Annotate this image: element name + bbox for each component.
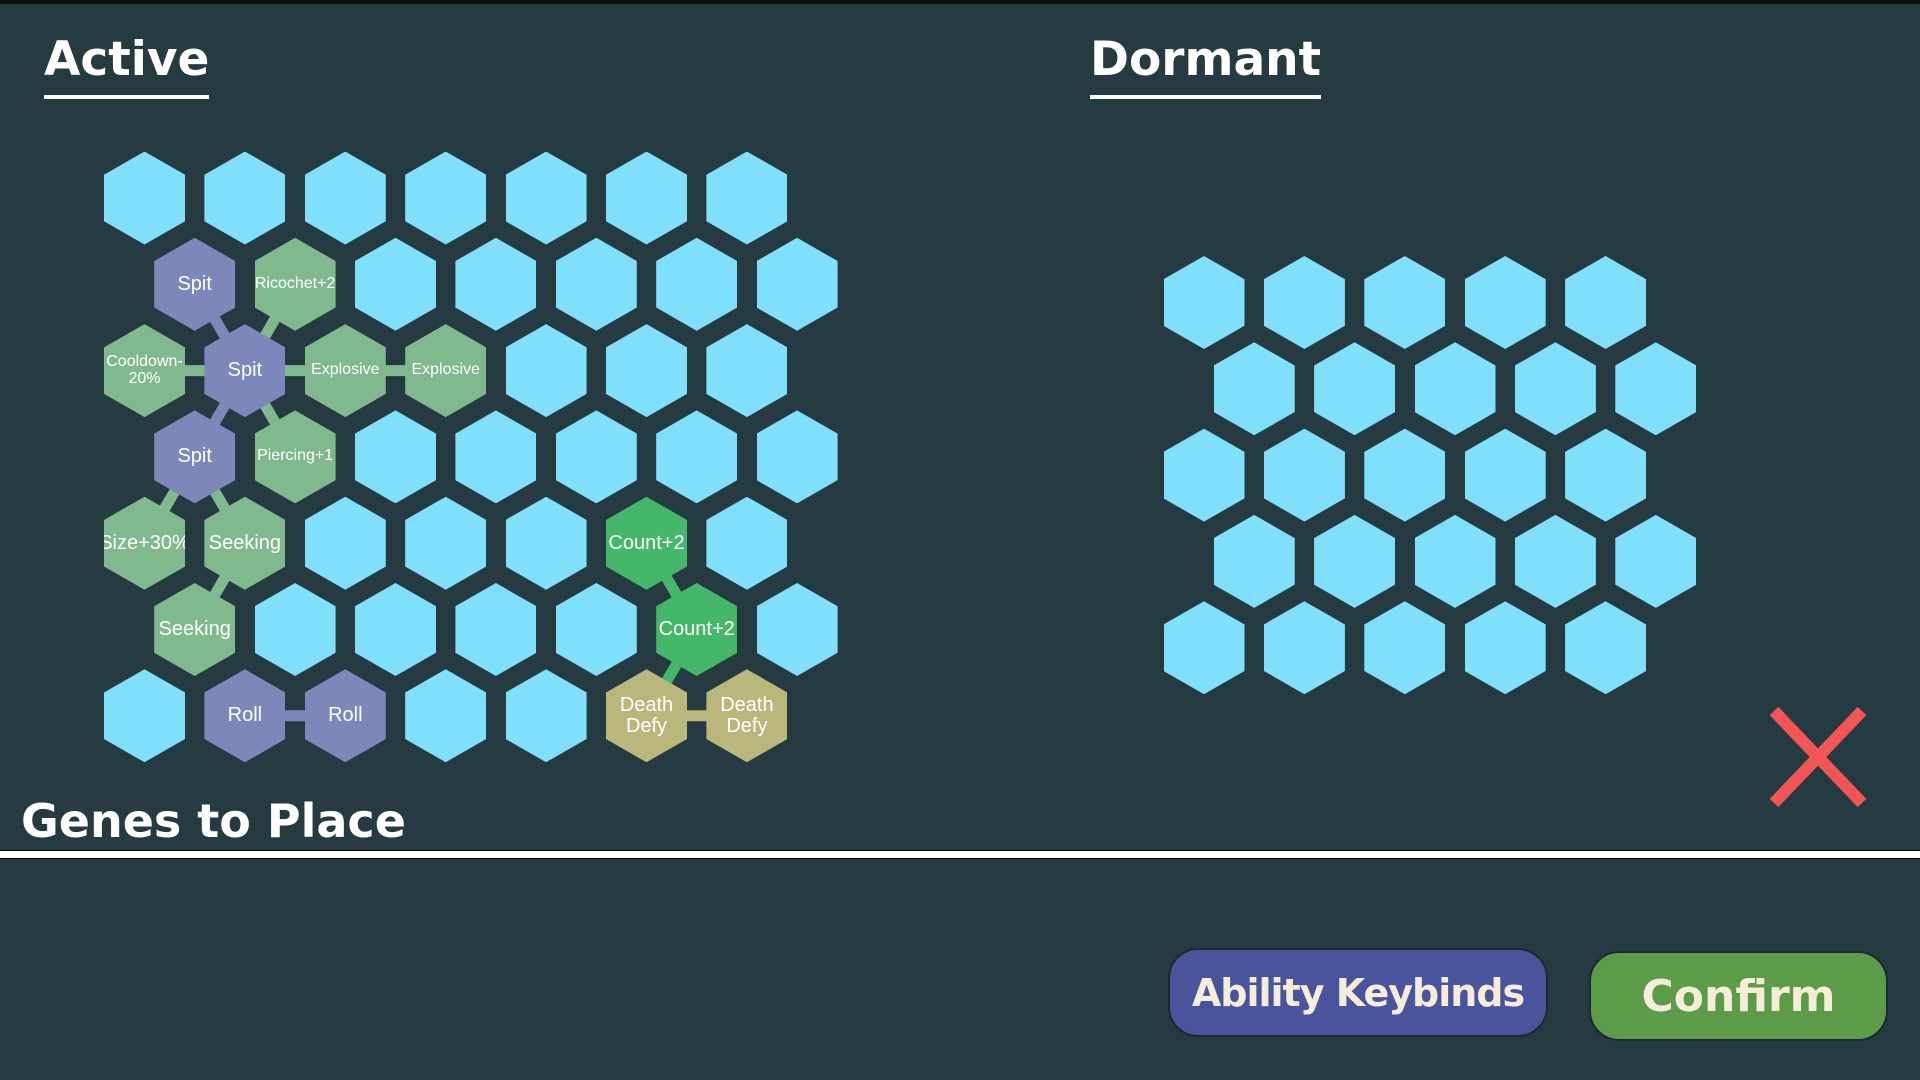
dormant-empty-slot[interactable]: [1263, 601, 1345, 695]
dormant-empty-slot[interactable]: [1565, 428, 1647, 522]
dormant-empty-slot[interactable]: [1364, 601, 1446, 695]
active-empty-slot[interactable]: [656, 237, 738, 331]
active-empty-slot[interactable]: [254, 583, 336, 676]
active-empty-slot[interactable]: [455, 583, 537, 676]
active-gene-slot-ability[interactable]: Roll: [304, 669, 386, 763]
dormant-heading-underline: [1090, 95, 1322, 99]
active-empty-slot[interactable]: [405, 151, 487, 245]
dormant-empty-slot[interactable]: [1565, 601, 1647, 695]
active-empty-slot[interactable]: [756, 583, 838, 676]
dormant-empty-slot[interactable]: [1263, 256, 1345, 349]
active-gene-slot-ability[interactable]: Spit: [154, 410, 236, 504]
dormant-empty-slot[interactable]: [1514, 514, 1596, 608]
active-empty-slot[interactable]: [104, 151, 185, 245]
active-gene-slot-modifier[interactable]: Explosive: [304, 324, 386, 418]
active-empty-slot[interactable]: [405, 669, 487, 763]
active-empty-slot[interactable]: [656, 410, 738, 504]
active-gene-slot-modifier[interactable]: Explosive: [405, 324, 487, 418]
active-gene-slot-count[interactable]: Count+2: [656, 583, 738, 676]
dormant-empty-slot[interactable]: [1314, 514, 1396, 608]
dormant-empty-slot[interactable]: [1414, 514, 1496, 608]
confirm-button[interactable]: Confirm: [1589, 951, 1888, 1041]
active-empty-slot[interactable]: [606, 324, 687, 418]
active-empty-slot[interactable]: [706, 496, 788, 590]
dormant-empty-slot[interactable]: [1414, 342, 1496, 436]
dormant-empty-slot[interactable]: [1163, 256, 1245, 349]
active-gene-slot-ability[interactable]: Roll: [204, 669, 286, 763]
active-gene-slot-count[interactable]: Count+2: [606, 496, 687, 590]
dormant-empty-slot[interactable]: [1163, 601, 1245, 695]
active-gene-slot-death_defy[interactable]: Death Defy: [606, 669, 687, 763]
dormant-empty-slot[interactable]: [1565, 256, 1647, 349]
active-gene-slot-modifier[interactable]: Seeking: [154, 583, 236, 676]
active-gene-slot-modifier[interactable]: Cooldown- 20%: [104, 324, 185, 418]
genes-to-place-heading: Genes to Place: [21, 794, 406, 848]
dormant-heading-text: Dormant: [1090, 32, 1322, 87]
active-gene-slot-death_defy[interactable]: Death Defy: [706, 669, 788, 763]
active-gene-slot-modifier[interactable]: Piercing+1: [254, 410, 336, 504]
active-empty-slot[interactable]: [204, 151, 286, 245]
ability-keybinds-button[interactable]: Ability Keybinds: [1168, 948, 1548, 1037]
dormant-empty-slot[interactable]: [1314, 342, 1396, 436]
dormant-empty-slot[interactable]: [1615, 342, 1697, 436]
active-empty-slot[interactable]: [706, 151, 788, 245]
close-x-icon[interactable]: [1766, 705, 1870, 809]
active-empty-slot[interactable]: [355, 410, 436, 504]
active-empty-slot[interactable]: [405, 496, 487, 590]
active-gene-slot-modifier[interactable]: Ricochet+2: [254, 237, 336, 331]
active-heading-text: Active: [44, 32, 210, 87]
active-empty-slot[interactable]: [505, 151, 587, 245]
dormant-empty-slot[interactable]: [1213, 342, 1295, 436]
active-gene-slot-modifier[interactable]: Size+30%: [104, 496, 185, 590]
dormant-empty-slot[interactable]: [1364, 256, 1446, 349]
active-gene-slot-ability[interactable]: Spit: [204, 324, 286, 418]
active-empty-slot[interactable]: [304, 496, 386, 590]
active-gene-slot-modifier[interactable]: Seeking: [204, 496, 286, 590]
active-empty-slot[interactable]: [555, 583, 637, 676]
active-empty-slot[interactable]: [756, 410, 838, 504]
active-gene-slot-ability[interactable]: Spit: [154, 237, 236, 331]
dormant-empty-slot[interactable]: [1464, 256, 1546, 349]
active-empty-slot[interactable]: [455, 237, 537, 331]
active-empty-slot[interactable]: [606, 151, 687, 245]
active-empty-slot[interactable]: [505, 669, 587, 763]
dormant-heading: Dormant: [1090, 36, 1322, 99]
dormant-empty-slot[interactable]: [1514, 342, 1596, 436]
active-heading-underline: [44, 95, 210, 99]
dormant-empty-slot[interactable]: [1464, 428, 1546, 522]
active-empty-slot[interactable]: [355, 237, 436, 331]
active-empty-slot[interactable]: [555, 237, 637, 331]
dormant-empty-slot[interactable]: [1213, 514, 1295, 608]
top-bar: [0, 0, 1920, 4]
active-empty-slot[interactable]: [455, 410, 537, 504]
active-empty-slot[interactable]: [505, 324, 587, 418]
dormant-empty-slot[interactable]: [1263, 428, 1345, 522]
active-empty-slot[interactable]: [555, 410, 637, 504]
active-empty-slot[interactable]: [104, 669, 185, 763]
active-empty-slot[interactable]: [706, 324, 788, 418]
dormant-empty-slot[interactable]: [1464, 601, 1546, 695]
dormant-empty-slot[interactable]: [1364, 428, 1446, 522]
active-heading: Active: [44, 36, 210, 99]
genes-divider: [0, 850, 1920, 859]
dormant-empty-slot[interactable]: [1163, 428, 1245, 522]
active-empty-slot[interactable]: [756, 237, 838, 331]
active-empty-slot[interactable]: [505, 496, 587, 590]
active-empty-slot[interactable]: [355, 583, 436, 676]
active-empty-slot[interactable]: [304, 151, 386, 245]
dormant-empty-slot[interactable]: [1615, 514, 1697, 608]
